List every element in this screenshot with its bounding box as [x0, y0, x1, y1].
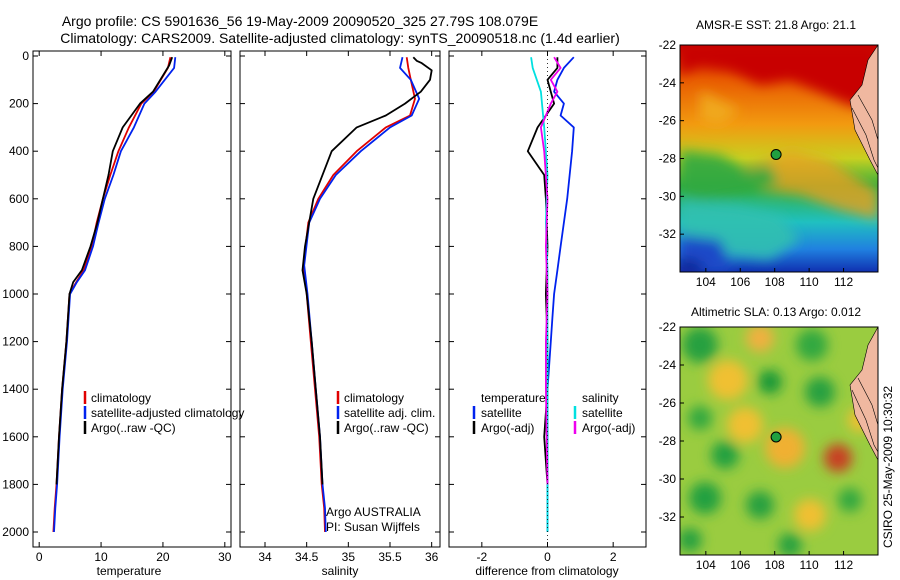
map-y-tick-label: -32	[659, 227, 677, 241]
map-y-tick-label: -28	[659, 152, 677, 166]
y-tick-label: 2000	[2, 525, 29, 539]
map-x-tick-label: 112	[834, 558, 853, 572]
salinity-legend: climatology satellite adj. clim. Argo(..…	[326, 391, 435, 534]
map-x-tick-label: 106	[730, 275, 750, 289]
x-tick-label: 35.5	[378, 550, 402, 564]
y-tick-label: 400	[9, 144, 29, 158]
csiro-timestamp: CSIRO 25-May-2009 10:30:32	[881, 386, 895, 548]
temperature-panel-frame	[32, 50, 232, 548]
map-y-tick-label: -30	[659, 472, 677, 486]
legend-label-climatology: climatology	[91, 391, 151, 405]
pi-annotation: PI: Susan Wijffels	[326, 520, 420, 534]
map-x-tick-label: 108	[765, 558, 785, 572]
sla-map-axes: 104 106 108 110 112 -22 -24 -26 -28 -30 -32	[659, 320, 854, 572]
x-tick-label: -2	[476, 550, 487, 564]
map-x-tick-label: 104	[696, 558, 716, 572]
argo-float-marker	[770, 431, 782, 443]
y-tick-label: 1600	[2, 430, 29, 444]
x-tick-label: 34.5	[295, 550, 319, 564]
x-tick-label: 36	[425, 550, 439, 564]
legend-label-argo: Argo(..raw -QC)	[344, 421, 429, 435]
difference-legend: temperature salinity satellite Argo(-adj…	[472, 391, 635, 435]
sst-map-title: AMSR-E SST: 21.8 Argo: 21.1	[696, 18, 856, 32]
legend-label-satellite: satellite adj. clim.	[344, 406, 435, 420]
legend-label-temp-satellite: satellite	[481, 406, 522, 420]
temperature-legend: climatology satellite-adjusted climatolo…	[83, 391, 244, 435]
sst-map-image	[680, 45, 878, 272]
map-y-tick-label: -26	[659, 396, 677, 410]
series-line-salinity-argo-adj-	[540, 56, 562, 485]
y-tick-label: 800	[9, 239, 29, 253]
x-tick-label: 0	[36, 550, 43, 564]
series-line-argo-raw-qc-	[55, 56, 174, 485]
map-y-tick-label: -22	[659, 38, 677, 52]
figure-title-line1: Argo profile: CS 5901636_56 19-May-2009 …	[62, 13, 538, 29]
map-y-tick-label: -24	[659, 358, 677, 372]
x-tick-label: 2	[610, 550, 617, 564]
difference-xlabel: difference from climatology	[475, 564, 618, 578]
series-line-climatology	[302, 57, 416, 533]
x-tick-label: 10	[94, 550, 108, 564]
series-line-satellite-adjusted-climatology	[53, 57, 177, 533]
agency-annotation: Argo AUSTRALIA	[326, 505, 421, 519]
legend-label-climatology: climatology	[344, 391, 404, 405]
series-line-temperature-satellite	[546, 56, 575, 532]
legend-title-temperature: temperature	[481, 391, 546, 405]
x-tick-label: 35	[342, 550, 356, 564]
figure-title-line2: Climatology: CARS2009. Satellite-adjuste…	[60, 30, 620, 46]
map-y-tick-label: -30	[659, 189, 677, 203]
y-tick-label: 1400	[2, 382, 29, 396]
legend-label-argo: Argo(..raw -QC)	[91, 421, 176, 435]
legend-label-temp-argo: Argo(-adj)	[481, 421, 534, 435]
x-tick-label: 34	[258, 550, 272, 564]
map-x-tick-label: 110	[800, 558, 819, 572]
sla-map-title: Altimetric SLA: 0.13 Argo: 0.012	[691, 305, 861, 319]
sst-map-axes: 104 106 108 110 112 -22 -24 -26 -28 -30 -32	[659, 38, 854, 289]
y-tick-label: 1200	[2, 335, 29, 349]
map-x-tick-label: 112	[834, 275, 853, 289]
legend-label-sal-satellite: satellite	[582, 406, 623, 420]
map-x-tick-label: 110	[800, 275, 819, 289]
y-tick-label: 600	[9, 192, 29, 206]
salinity-xlabel: salinity	[322, 564, 359, 578]
temperature-xlabel: temperature	[97, 564, 162, 578]
y-tick-label: 1000	[2, 287, 29, 301]
map-x-tick-label: 104	[696, 275, 716, 289]
x-tick-label: 30	[218, 550, 232, 564]
x-tick-label: 0	[544, 550, 551, 564]
axes-layer: 0 10 20 30020040060080010001200140016001800…	[2, 49, 646, 564]
map-y-tick-label: -24	[659, 76, 677, 90]
argo-float-marker	[770, 149, 782, 160]
map-y-tick-label: -22	[659, 320, 677, 334]
map-y-tick-label: -32	[659, 510, 677, 524]
series-line-argo-raw-qc-	[301, 56, 433, 485]
legend-label-satellite: satellite-adjusted climatology	[91, 406, 244, 420]
y-tick-label: 0	[22, 49, 29, 63]
legend-label-sal-argo: Argo(-adj)	[582, 421, 635, 435]
map-x-tick-label: 108	[765, 275, 785, 289]
x-tick-label: 20	[156, 550, 170, 564]
y-tick-label: 1800	[2, 477, 29, 491]
y-tick-label: 200	[9, 97, 29, 111]
salinity-panel-frame	[239, 50, 441, 548]
lines-layer	[52, 56, 575, 533]
map-y-tick-label: -26	[659, 114, 677, 128]
map-y-tick-label: -28	[659, 434, 677, 448]
legend-title-salinity: salinity	[582, 391, 619, 405]
map-x-tick-label: 106	[730, 558, 750, 572]
